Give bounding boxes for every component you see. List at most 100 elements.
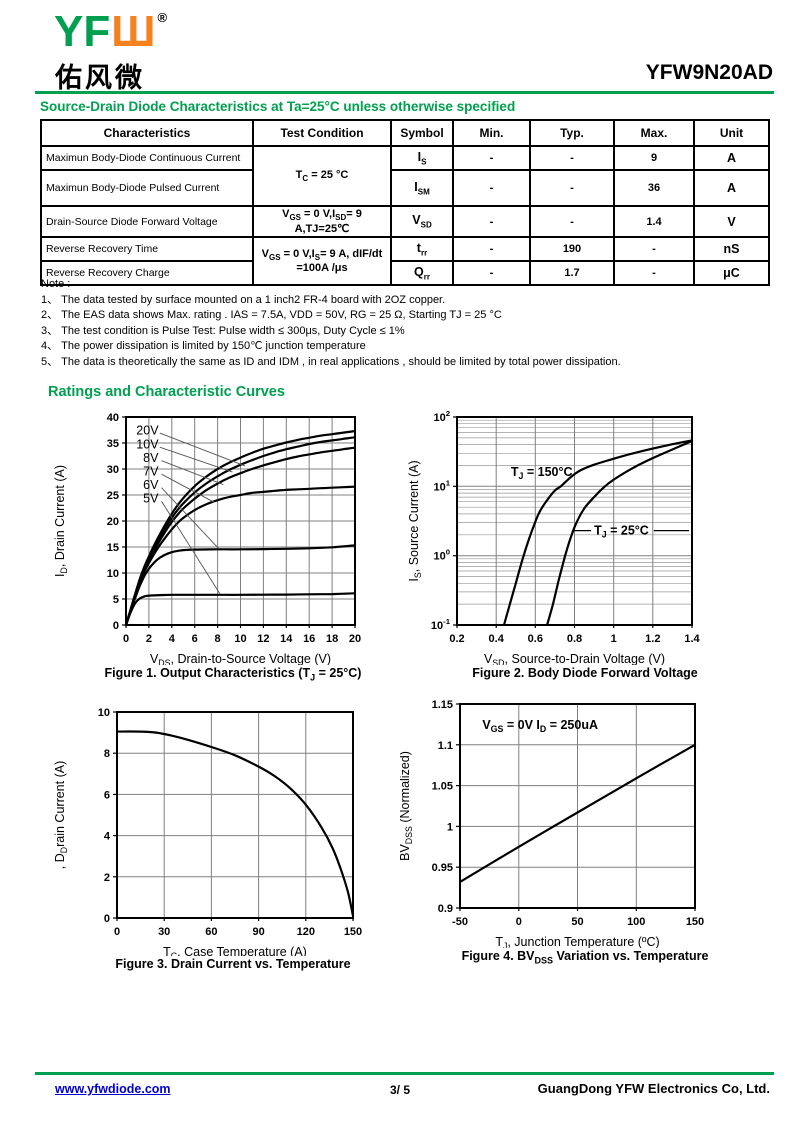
svg-text:2: 2 [146, 633, 152, 645]
symbol-main: V [412, 213, 421, 228]
note-item-4: 4、 The power dissipation is limited by 1… [41, 340, 366, 352]
svg-text:7V: 7V [143, 465, 159, 479]
svg-text:100: 100 [627, 916, 645, 928]
caption-text: = 25°C) [315, 666, 362, 680]
cell-test-condition: VGS = 0 V,IS= 9 A, dIF/dt =100A /μs [252, 236, 392, 287]
logo-w-glyph: Ш [111, 7, 156, 56]
cell-max: 9 [613, 145, 695, 171]
cell-min: - [452, 169, 531, 207]
cell-min: - [452, 236, 531, 263]
table-header-row: Characteristics Test Condition Symbol Mi… [40, 119, 770, 147]
cond-text: = 25 °C [308, 168, 349, 181]
svg-text:, DDrain Current (A): , DDrain Current (A) [53, 761, 69, 869]
cell-test-condition: VGS = 0 V,ISD= 9 A,TJ=25℃ [252, 204, 392, 239]
svg-text:VGS = 0V ID = 250uA: VGS = 0V ID = 250uA [482, 718, 598, 734]
website-link[interactable]: www.yfwdiode.com [55, 1082, 171, 1096]
cond-sub: GS [269, 253, 281, 263]
svg-text:1.15: 1.15 [432, 699, 453, 711]
caption-text: Figure 1. Output Characteristics (T [104, 666, 311, 680]
svg-text:6V: 6V [143, 478, 159, 492]
svg-text:35: 35 [107, 438, 119, 450]
caption-text: Figure 4. BV [461, 949, 535, 963]
col-header-symbol: Symbol [390, 119, 454, 147]
svg-text:TJ = 150°C: TJ = 150°C [511, 465, 573, 481]
svg-text:16: 16 [303, 633, 315, 645]
cell-symbol: IS [390, 145, 454, 171]
cell-min: - [452, 260, 531, 287]
caption-sub: DSS [534, 955, 554, 966]
cell-characteristic: Maximun Body-Diode Continuous Current [40, 145, 254, 171]
svg-text:5V: 5V [143, 492, 159, 506]
note-item-2: 2、 The EAS data shows Max. rating . IAS … [41, 309, 502, 321]
figure2-chart: TJ = 150°C TJ = 25°C 0.2 0.4 0.6 0.8 1 1.2 1.4 10… [407, 409, 701, 665]
svg-text:0.9: 0.9 [438, 903, 453, 915]
table-row: Maximun Body-Diode Pulsed Current ISM - … [40, 169, 770, 207]
symbol-sub: S [421, 157, 427, 167]
cond-sub: GS [289, 213, 301, 223]
svg-text:30: 30 [107, 464, 119, 476]
svg-text:10: 10 [234, 633, 246, 645]
svg-text:TJ, Junction Temperature (ºC): TJ, Junction Temperature (ºC) [495, 935, 659, 948]
svg-text:ID, Drain Current (A): ID, Drain Current (A) [53, 465, 69, 577]
svg-text:0: 0 [123, 633, 129, 645]
svg-text:TJ = 25°C: TJ = 25°C [594, 524, 649, 540]
cell-unit: A [693, 169, 770, 207]
figure2-caption: Figure 2. Body Diode Forward Voltage [400, 666, 770, 680]
note-item-3: 3、 The test condition is Pulse Test: Pul… [41, 324, 405, 337]
svg-text:15: 15 [107, 542, 119, 554]
svg-text:-50: -50 [452, 916, 468, 928]
col-header-min: Min. [452, 119, 531, 147]
col-header-typ: Typ. [529, 119, 615, 147]
cell-min: - [452, 145, 531, 171]
symbol-main: I [417, 149, 422, 164]
cell-symbol: trr [390, 236, 454, 263]
cond-text: = 9 A,TJ=25℃ [294, 208, 362, 236]
cell-symbol: VSD [390, 204, 454, 239]
svg-text:60: 60 [205, 926, 217, 938]
symbol-sub: rr [420, 248, 428, 258]
notes-block: Note : 1、 The data tested by surface mou… [41, 277, 621, 370]
svg-text:2: 2 [104, 872, 110, 884]
figure4-caption: Figure 4. BVDSS Variation vs. Temperatur… [400, 949, 770, 966]
registered-mark-icon: ® [157, 10, 168, 25]
col-header-max: Max. [613, 119, 695, 147]
svg-text:1.2: 1.2 [645, 633, 660, 645]
symbol-sub: SD [420, 220, 432, 230]
svg-text:150: 150 [344, 926, 362, 938]
svg-text:4: 4 [169, 633, 176, 645]
cell-max: - [613, 260, 695, 287]
cell-unit: nS [693, 236, 770, 263]
cell-typ: - [529, 169, 615, 207]
svg-text:20: 20 [107, 516, 119, 528]
svg-text:10: 10 [98, 707, 110, 719]
cond-text: T [295, 168, 303, 181]
table-row: Reverse Recovery Charge Qrr - 1.7 - μC [40, 260, 770, 287]
symbol-sub: SM [417, 187, 430, 197]
svg-text:8: 8 [104, 748, 110, 760]
cond-text: = 0 V,I [280, 248, 315, 261]
note-item-5: 5、 The data is theoretically the same as… [41, 355, 621, 368]
svg-text:120: 120 [297, 926, 315, 938]
cond-text: = 9 A, dIF/dt [320, 248, 383, 261]
svg-text:150: 150 [686, 916, 704, 928]
svg-text:1.05: 1.05 [432, 781, 453, 793]
col-header-unit: Unit [693, 119, 770, 147]
table-row: Reverse Recovery Time VGS = 0 V,IS= 9 A,… [40, 236, 770, 287]
figure3-drain-current-vs-temperature: 0 30 60 90 120 150 0 2 4 6 8 10 TC, Case Temperature… [38, 698, 388, 971]
cell-unit: μC [693, 260, 770, 287]
figure1-output-characteristics: 20V 10V 8V 7V 6V 5V 0 2 4 6 8 10 12 14 16 18 20 0 5 10 15 20 2… [38, 403, 388, 683]
svg-text:0: 0 [114, 926, 120, 938]
cell-typ: - [529, 145, 615, 171]
svg-text:5: 5 [113, 594, 119, 606]
svg-text:10: 10 [107, 568, 119, 580]
cell-characteristic: Maximun Body-Diode Pulsed Current [40, 169, 254, 207]
svg-text:10-1: 10-1 [431, 617, 451, 632]
svg-text:0: 0 [104, 913, 110, 925]
svg-text:0.95: 0.95 [432, 862, 453, 874]
page-number: 3/ 5 [389, 1083, 410, 1097]
cond-sub: SD [335, 213, 347, 223]
symbol-main: I [414, 179, 418, 194]
cell-symbol: ISM [390, 169, 454, 207]
cond-sub: C [302, 174, 309, 184]
